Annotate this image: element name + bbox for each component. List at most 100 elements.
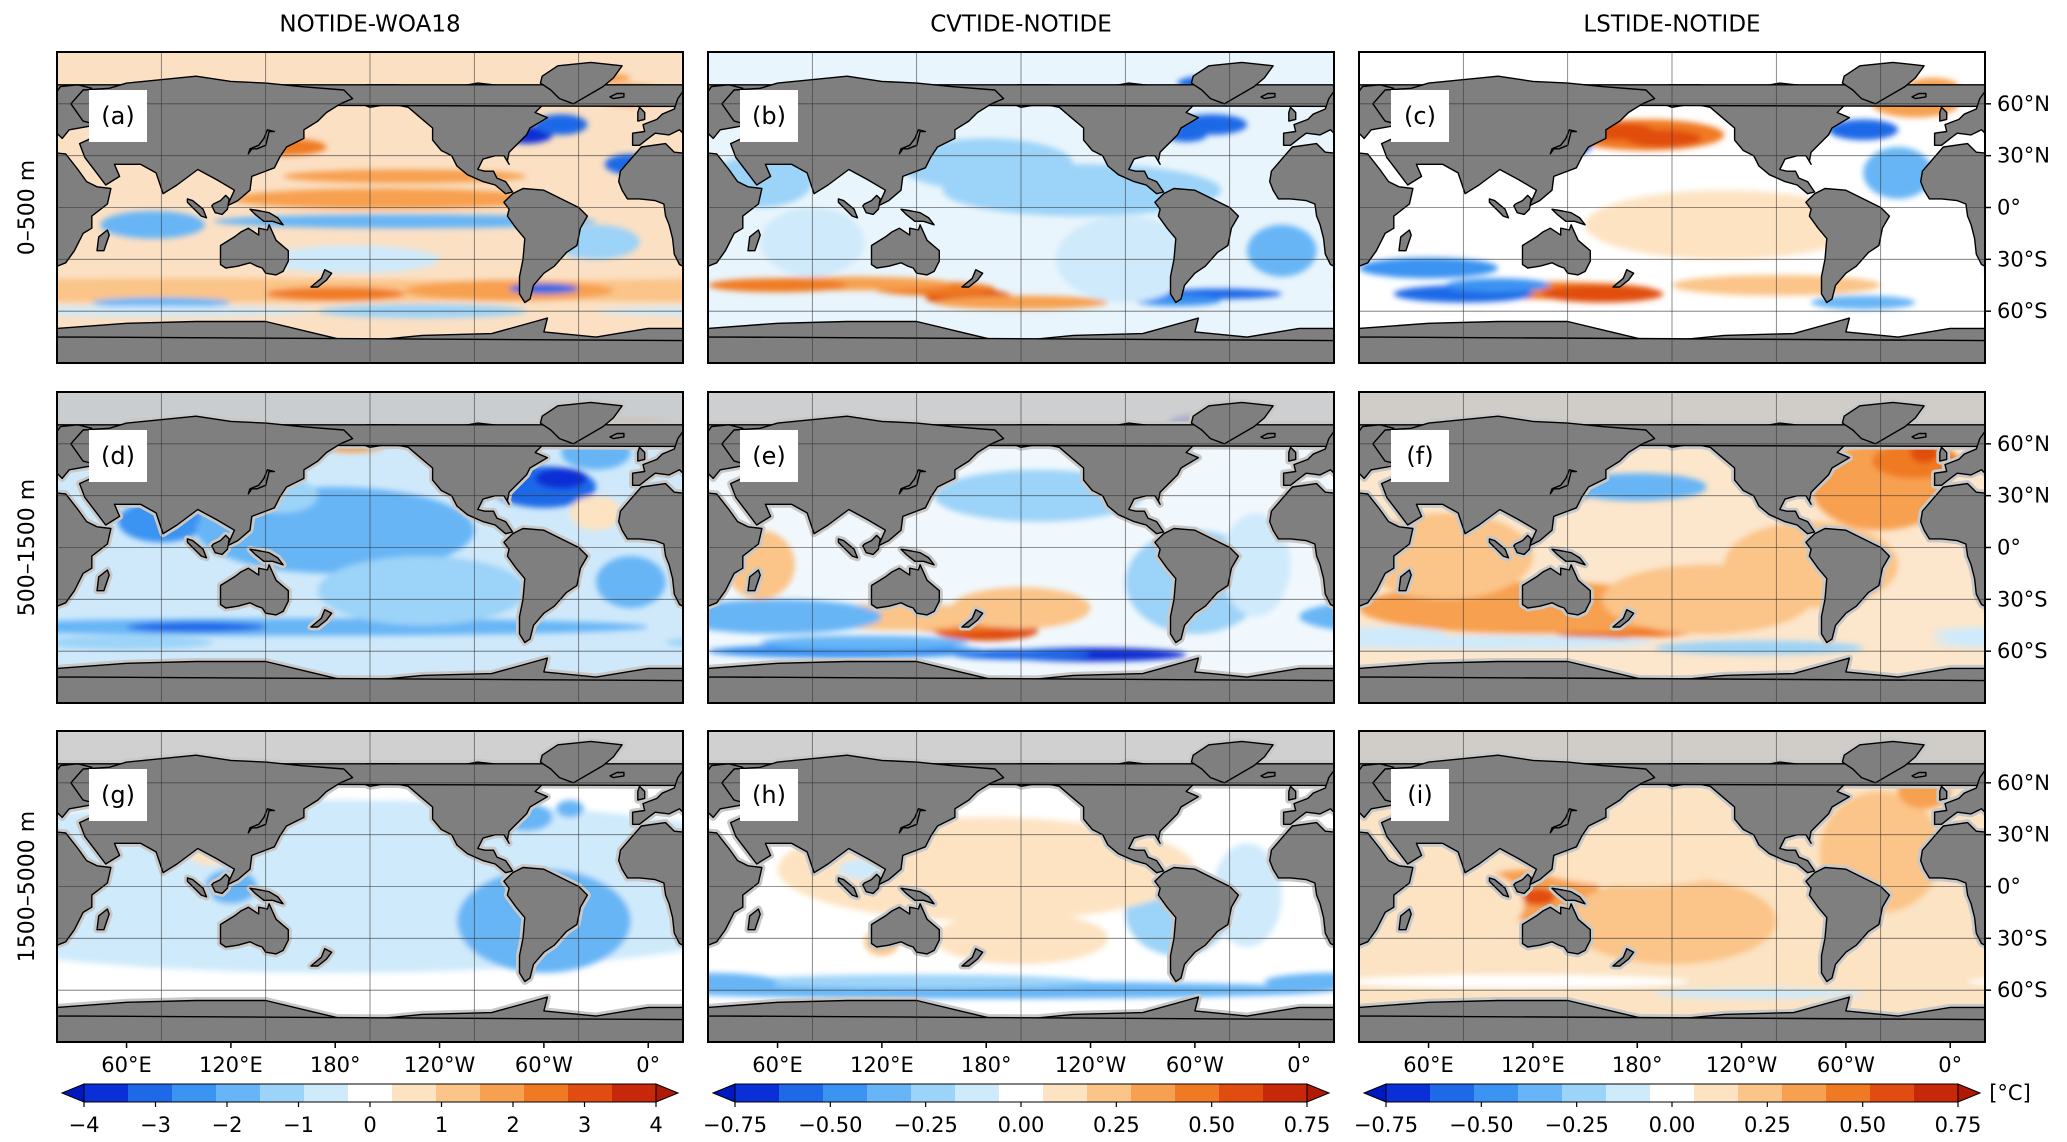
colorbar-segment [172,1084,217,1102]
land-greenland [1841,61,1925,105]
panel-label: (c) [1391,90,1449,142]
land-africa-wrap [708,831,763,946]
anomaly-patch [0,764,14,785]
land-africa-wrap [57,831,112,946]
land-new-guinea [249,208,284,226]
land-new-zealand [1612,609,1635,628]
land-australia [219,903,289,955]
y-tick-label: 60°N [1997,432,2050,456]
land-australia [1521,224,1591,276]
anomaly-patch [535,468,588,489]
land-europe [631,430,683,486]
anomaly-patch [1264,972,1334,991]
colorbar-tick-label: −0.75 [703,1113,767,1137]
land-japan [898,808,927,834]
land-africa-wrap [708,492,763,607]
panel-label-text: (c) [1404,102,1436,130]
land-greenland [1841,401,1925,445]
land-south-america [1805,866,1891,983]
land-uk [1939,446,1948,462]
x-tick-label: 120°W [1706,1053,1778,1077]
colorbar-tick-label: 4 [649,1113,662,1137]
land-europe [1282,769,1334,825]
x-tick-label: 60°W [1817,1053,1875,1077]
land-sumatra [837,538,859,559]
land-africa [1920,821,1985,946]
land-borneo [1513,534,1532,556]
colorbar-segment [480,1084,525,1102]
land-japan [1549,808,1578,834]
y-tick-label: 0° [1997,875,2021,899]
anomaly-patch [1247,224,1317,277]
anomaly-patch [0,435,5,470]
colorbar-tick-label: 0.25 [1093,1113,1140,1137]
x-tick-label: 180° [310,1053,361,1077]
colorbar-segment [1606,1084,1651,1102]
panel-label: (g) [89,769,147,821]
land-australia [870,564,940,616]
land-uk [637,106,646,122]
panel-label-box [89,90,147,142]
panel-label-text: (h) [752,781,786,809]
row-label: 500–1500 m [15,479,40,616]
land-greenland [539,401,623,445]
land-japan [1549,129,1578,155]
panel-frame [56,391,684,704]
colorbar-tick-label: −0.25 [893,1113,957,1137]
colorbar-tick-label: 0 [363,1113,376,1137]
land-africa-wrap [57,152,112,267]
shelf-mask [12,786,19,800]
land-africa-wrap [708,152,763,267]
colorbar-tick-label: −0.25 [1544,1113,1608,1137]
x-tick-label: 120°W [1055,1053,1127,1077]
land-south-america [1154,527,1240,644]
x-tick-label: 60°E [1403,1053,1454,1077]
colorbar-segment [1870,1084,1915,1102]
land-south-america [503,527,589,644]
land-africa [618,821,683,946]
row-label: 0–500 m [15,160,40,255]
colorbar-tick-label: 0.00 [1649,1113,1696,1137]
y-tick-label: 30°N [1997,823,2050,847]
colorbar-tick-label: −2 [212,1113,243,1137]
panel-frame [56,730,684,1043]
colorbar-segment [1175,1084,1220,1102]
colorbar-tick-label: 0.75 [1284,1113,1331,1137]
land-new-zealand [1612,269,1635,288]
anomaly-patch [1541,285,1664,303]
anomaly-patch [0,73,5,83]
land-africa-wrap [57,492,112,607]
land-uk-wrap [12,107,19,121]
land-madagascar [747,908,761,931]
colorbar-tick-label: −0.75 [1354,1113,1418,1137]
panel-frame [707,391,1335,704]
land-uk-wrap [12,786,19,800]
colorbar-segment [1914,1084,1959,1102]
anomaly-patch [708,278,848,293]
land-madagascar [1398,229,1412,252]
land-iceland [1911,432,1927,440]
land-iceland [609,771,625,779]
x-tick-label: 0° [636,1053,660,1077]
land-australia [219,564,289,616]
land-japan [1549,469,1578,495]
land-australia [1521,903,1591,955]
colorbar-segment [84,1084,129,1102]
land-iceland [1260,432,1276,440]
colorbar-segment [735,1084,780,1102]
x-tick-label: 60°E [752,1053,803,1077]
land-greenland [1841,740,1925,784]
land-uk [1288,106,1297,122]
colorbar-extend-max [655,1083,680,1103]
land-greenland [1190,401,1274,445]
land-madagascar [96,908,110,931]
x-tick-label: 60°W [515,1053,573,1077]
land-australia [870,224,940,276]
anomaly-patch [404,280,614,301]
panel-label-box [740,90,798,142]
land-borneo [1513,194,1532,216]
anomaly-patch [0,869,5,973]
land-south-america [1805,527,1891,644]
land-japan [247,129,276,155]
